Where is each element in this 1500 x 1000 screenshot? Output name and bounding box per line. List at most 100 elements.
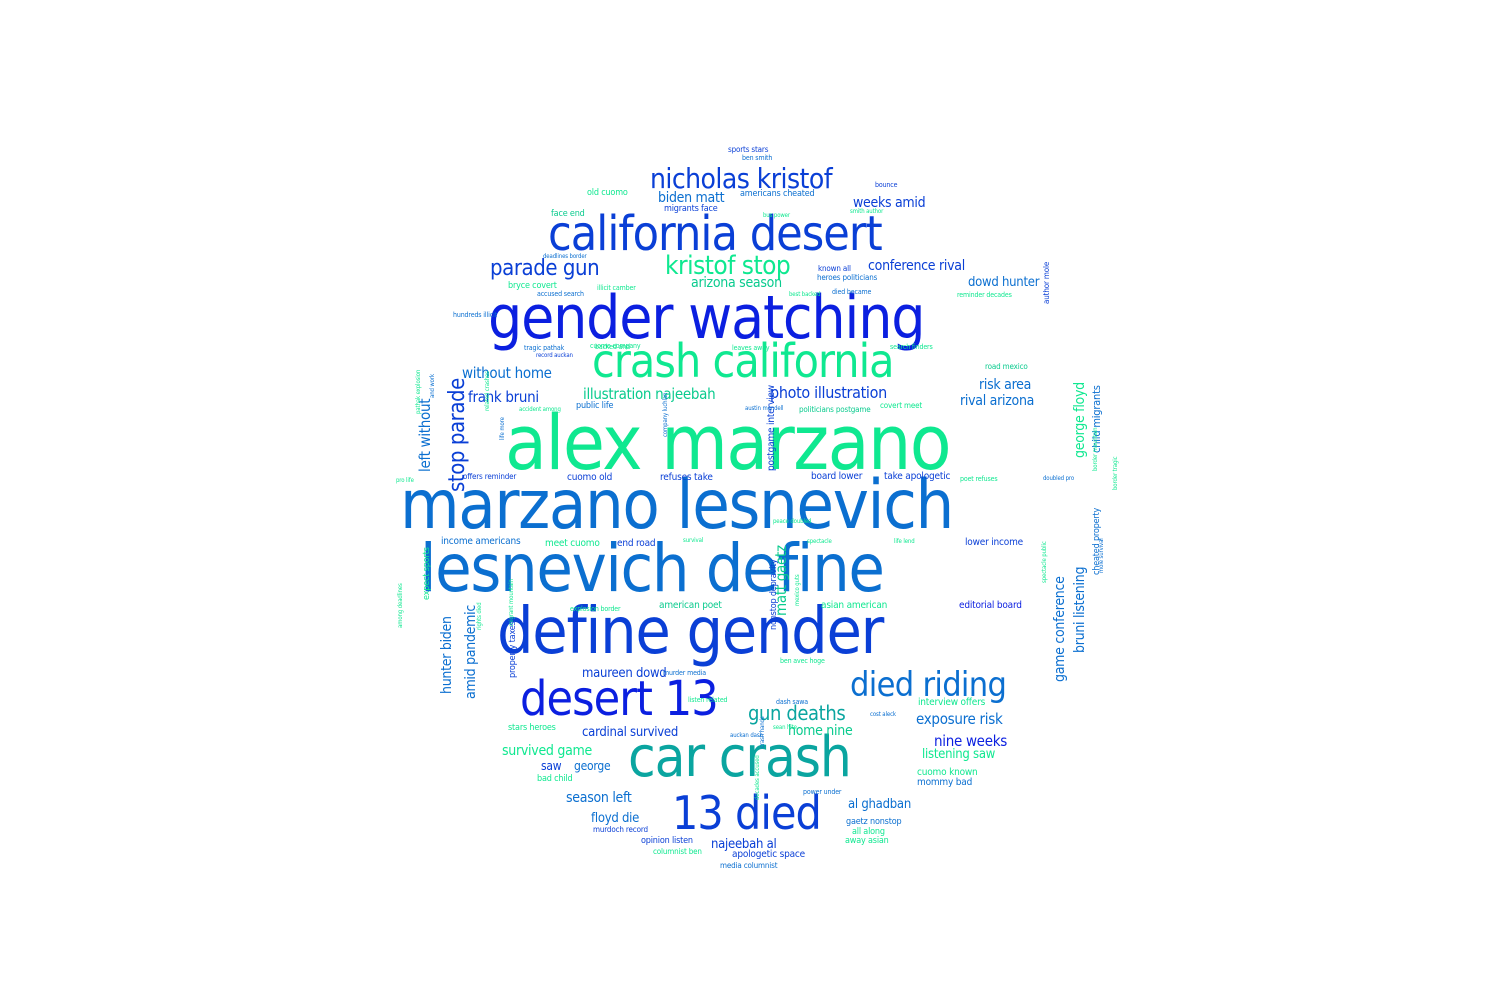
word-public-life: public life xyxy=(576,401,614,411)
word-illicit-camber: illicit camber xyxy=(597,284,636,292)
word-known-all: known all xyxy=(818,264,851,273)
word-politicians-postgame: politicians postgame xyxy=(799,405,871,414)
word-rights-died: rights died xyxy=(476,602,483,630)
word-board-lower: board lower xyxy=(811,471,863,482)
word-maureen-dowd: maureen dowd xyxy=(582,666,667,681)
word-border-mountain: border mountain xyxy=(1092,427,1099,471)
word-heroes-politicians: heroes politicians xyxy=(817,273,878,282)
word-bryce-covert: bryce covert xyxy=(508,281,557,291)
word-search-finders: search finders xyxy=(890,343,933,351)
word-desert-13: desert 13 xyxy=(520,671,719,727)
word-income-americans: income americans xyxy=(441,536,521,547)
word-frank-bruni: frank bruni xyxy=(468,388,539,406)
word-nine-weeks: nine weeks xyxy=(934,732,1007,750)
word-bruni-listening: bruni listening xyxy=(1072,566,1088,653)
word-reminder-decades: reminder decades xyxy=(957,291,1012,299)
word-spectacle-public: spectacle public xyxy=(1041,541,1048,583)
word-mexico-guts: mexico guts xyxy=(794,574,801,606)
word-american-poet: american poet xyxy=(659,600,722,611)
word-among-deadlines: among deadlines xyxy=(397,583,404,628)
word-americans-cheated: americans cheated xyxy=(740,189,815,199)
word-listen-related: listen related xyxy=(688,696,728,704)
word-najeebah-al: najeebah al xyxy=(711,837,777,852)
word-bad-child: bad child xyxy=(537,774,573,784)
word-photo-illustration: photo illustration xyxy=(770,383,887,402)
word-expect-sports: expect sports xyxy=(422,547,432,600)
word-13-died: 13 died xyxy=(672,786,822,840)
word-al-ghadban: al ghadban xyxy=(848,797,911,812)
word-offers-reminder: offers reminder xyxy=(463,472,517,481)
word-property-taxes: property taxes xyxy=(508,621,518,678)
word-sports-stars: sports stars xyxy=(728,145,769,154)
word-related-crashes: related crashes xyxy=(484,371,491,411)
word-nicholas-kristof: nicholas kristof xyxy=(650,162,833,195)
word-smith-author: smith author xyxy=(850,208,884,215)
word-saw: saw xyxy=(541,759,562,773)
word-lower-income: lower income xyxy=(965,537,1024,548)
word-rival-arizona: rival arizona xyxy=(960,393,1035,409)
word-cuomo-company: cuomo company xyxy=(590,342,641,350)
word-decades-accused: decades accused xyxy=(754,755,761,800)
word-pro-life: pro life xyxy=(396,477,414,484)
word-best-backed: best backed xyxy=(789,291,821,298)
word-ben-smith: ben smith xyxy=(742,154,773,162)
word-survival: survival xyxy=(683,537,704,544)
word-crash-california: crash california xyxy=(592,334,895,388)
word-mole-survival: mole survival xyxy=(1098,538,1105,573)
word-game-conference: game conference xyxy=(1052,576,1068,682)
word-tragic-pathak: tragic pathak xyxy=(524,344,565,352)
word-car-crash: car crash xyxy=(628,725,852,790)
word-ben-avec-hoge: ben avec hoge xyxy=(780,657,825,665)
word-migrant-mountain: migrant mountain xyxy=(508,579,515,626)
word-risk-area: risk area xyxy=(979,377,1032,393)
word-illustration-najeebah: illustration najeebah xyxy=(583,385,716,403)
word-dowd-hunter: dowd hunter xyxy=(968,275,1040,290)
word-bounce: bounce xyxy=(875,181,898,189)
word-died-became: died became xyxy=(832,288,872,296)
word-hunter-biden: hunter biden xyxy=(439,616,455,694)
word-deadlines-border: deadlines border xyxy=(543,253,587,260)
word-auckan-dash: auckan dash xyxy=(730,732,763,739)
word-dash-sawa: dash sawa xyxy=(776,698,809,706)
word-cuomo-old: cuomo old xyxy=(567,472,613,483)
word-accused-search: accused search xyxy=(537,290,584,298)
word-editorial-board: editorial board xyxy=(959,600,1022,611)
word-end-road: end road xyxy=(617,538,656,549)
word-all-along: all along xyxy=(852,827,885,837)
word-cost-aleck: cost aleck xyxy=(870,711,896,718)
word-exposure-risk: exposure risk xyxy=(916,710,1003,728)
word-away-asian: away asian xyxy=(845,836,889,846)
word-murder-media: murder media xyxy=(663,669,706,677)
word-apologetic-space: apologetic space xyxy=(732,849,806,860)
word-migrants-face: migrants face xyxy=(664,204,718,214)
word-conference-rival: conference rival xyxy=(868,258,965,274)
word-survived-game: survived game xyxy=(502,743,592,759)
word-power-under: power under xyxy=(803,788,842,796)
word-listening-saw: listening saw xyxy=(922,747,996,762)
word-crash-hands: crash hands xyxy=(759,716,766,748)
word-refuses-take: refuses take xyxy=(660,472,713,483)
word-george-floyd: george floyd xyxy=(1072,382,1088,458)
word-cuomo-known: cuomo known xyxy=(917,767,978,778)
word-murdoch-record: murdoch record xyxy=(593,825,648,834)
word-poet-refuses: poet refuses xyxy=(960,475,998,483)
word-alex-marzano: alex marzano xyxy=(505,398,952,487)
word-george: george xyxy=(574,759,611,773)
word-arizona-season: arizona season xyxy=(691,275,782,291)
word-home-nine: home nine xyxy=(788,723,853,739)
word-weeks-amid: weeks amid xyxy=(853,195,926,211)
word-mommy-bad: mommy bad xyxy=(917,777,973,788)
word-nonstop-depravity: nonstop depravity xyxy=(769,559,779,630)
word-marzano-lesnevich: marzano lesnevich xyxy=(400,466,954,545)
word-stars-heroes: stars heroes xyxy=(508,723,556,733)
word-peace-doubled: peace doubled xyxy=(773,518,812,525)
word-cardinal-survived: cardinal survived xyxy=(582,725,679,740)
word-and-work: and work xyxy=(429,374,436,398)
word-explosion-border: explosion border xyxy=(570,605,621,613)
word-postgame-interview: postgame interview xyxy=(766,385,777,471)
word-opinion-listen: opinion listen xyxy=(641,836,693,846)
word-california-desert: california desert xyxy=(548,206,883,262)
word-old-cuomo: old cuomo xyxy=(587,188,628,198)
word-border-tragic: border tragic xyxy=(1112,456,1119,491)
